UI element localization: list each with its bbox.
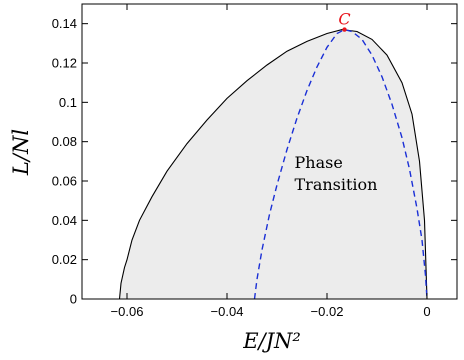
solid-boundary-curve [118, 29, 428, 300]
y-tick-label: 0.14 [52, 16, 77, 31]
y-tick-label: 0 [70, 292, 77, 307]
y-tick-label: 0.08 [52, 134, 77, 149]
x-axis-label: E/JN² [242, 329, 301, 353]
y-tick-label: 0.12 [52, 56, 77, 71]
x-tick-label: −0.06 [111, 304, 144, 319]
x-tick-label: −0.02 [311, 304, 344, 319]
y-axis-label: L/Nl [9, 129, 33, 176]
y-tick-label: 0.04 [52, 213, 77, 228]
annotation-layer: Phase Transition C [295, 10, 378, 194]
labels-layer: E/JN² L/Nl [9, 129, 301, 353]
critical-point-label: C [338, 10, 350, 29]
critical-point-marker [342, 27, 347, 32]
plot-frame [81, 3, 458, 300]
y-tick-label: 0.06 [52, 174, 77, 189]
y-tick-label: 0.1 [59, 95, 77, 110]
region-annotation-2: Transition [295, 175, 378, 194]
y-tick-label: 0.02 [52, 252, 77, 267]
dashed-boundary-curve [253, 28, 428, 300]
x-tick-label: −0.04 [211, 304, 244, 319]
axes-layer: −0.06 −0.04 −0.02 0 0 0.02 0.04 0.06 0.08 0.1 0.12… [52, 3, 458, 319]
x-tick-label: 0 [423, 304, 430, 319]
series-layer [118, 28, 428, 300]
phase-region-fill [119, 29, 427, 299]
region-annotation-1: Phase [295, 153, 343, 172]
